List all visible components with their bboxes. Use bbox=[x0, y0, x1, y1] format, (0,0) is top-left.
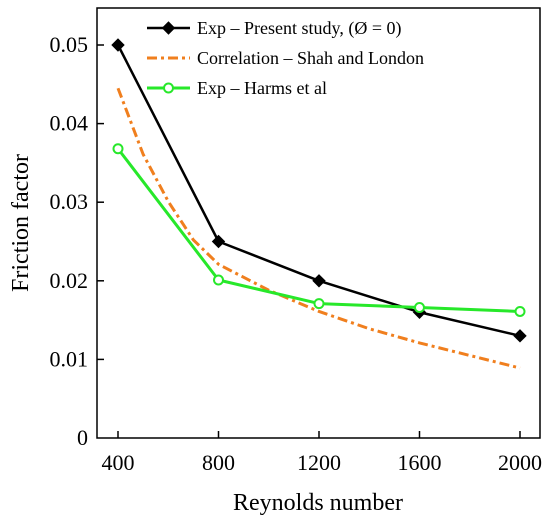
data-point bbox=[112, 143, 124, 155]
series-line bbox=[116, 87, 521, 370]
data-point bbox=[213, 274, 224, 286]
x-tick-label: 2000 bbox=[498, 450, 542, 475]
data-point bbox=[312, 274, 326, 288]
y-tick-label: 0.05 bbox=[50, 32, 89, 57]
data-point bbox=[513, 329, 527, 343]
legend-marker bbox=[163, 82, 174, 94]
data-point bbox=[514, 305, 526, 317]
legend-label: Exp – Harms et al bbox=[197, 78, 327, 98]
y-tick-label: 0.01 bbox=[50, 346, 89, 371]
y-tick-label: 0.03 bbox=[50, 189, 89, 214]
legend: Exp – Present study, (Ø = 0) Correlation … bbox=[147, 18, 424, 98]
data-point bbox=[414, 302, 425, 314]
x-tick-label: 1600 bbox=[398, 450, 442, 475]
x-tick-label: 1200 bbox=[297, 450, 341, 475]
data-point bbox=[211, 234, 226, 249]
data-point bbox=[111, 38, 125, 52]
legend-label: Exp – Present study, (Ø = 0) bbox=[197, 18, 401, 39]
y-tick-label: 0.02 bbox=[50, 268, 89, 293]
x-axis-label: Reynolds number bbox=[233, 490, 403, 516]
y-tick-label: 0 bbox=[77, 425, 88, 450]
y-axis-label: Friction factor bbox=[8, 154, 34, 292]
plot-frame bbox=[96, 7, 541, 439]
legend-label: Correlation – Shah and London bbox=[197, 48, 424, 68]
x-tick-label: 400 bbox=[102, 450, 135, 475]
legend-marker bbox=[161, 21, 176, 35]
y-tick-label: 0.04 bbox=[50, 111, 89, 136]
x-tick-label: 800 bbox=[202, 450, 235, 475]
axis-layer: 0 0.01 0.02 0.03 0.04 0.05 400 800 1200 1600 2000 bbox=[50, 32, 543, 475]
data-point bbox=[313, 298, 325, 310]
plot-layer bbox=[111, 38, 527, 370]
